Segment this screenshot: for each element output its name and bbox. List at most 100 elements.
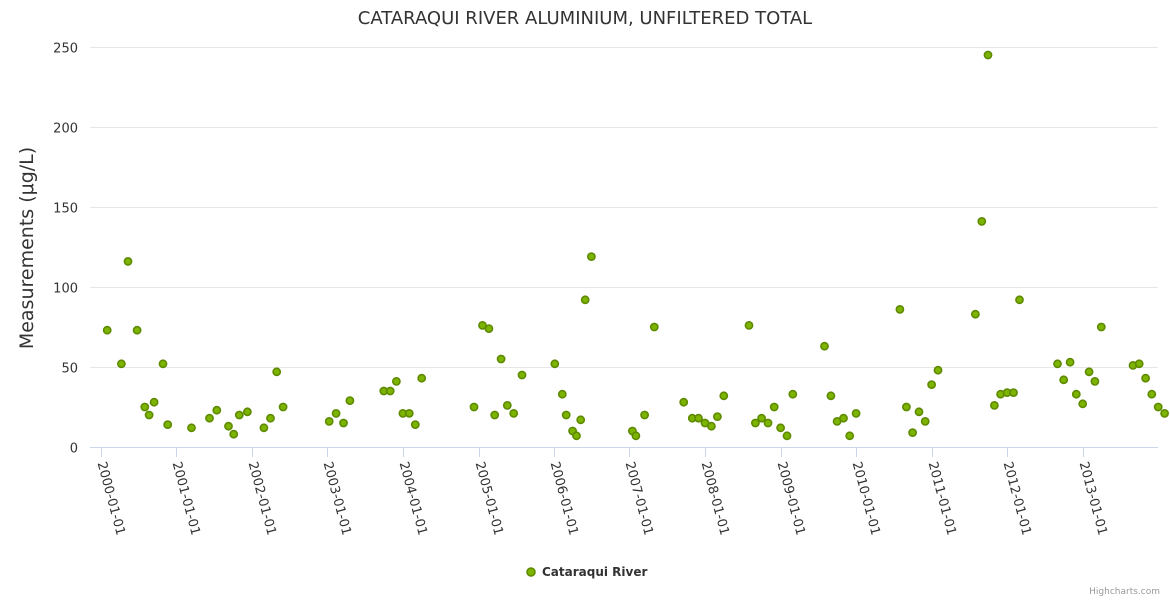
legend[interactable]: Cataraqui River [526,565,647,579]
data-point[interactable] [920,416,930,426]
data-point[interactable] [117,359,126,369]
legend-item-cataraqui-river[interactable]: Cataraqui River [542,565,647,579]
data-point[interactable] [149,397,159,407]
data-point[interactable] [557,389,567,399]
data-point[interactable] [102,325,112,335]
data-point[interactable] [751,418,760,428]
data-point[interactable] [649,322,659,332]
data-point[interactable] [490,410,500,420]
data-point[interactable] [140,402,150,412]
data-point[interactable] [782,431,792,441]
data-point[interactable] [914,407,924,417]
data-point[interactable] [763,418,773,428]
data-point[interactable] [895,304,905,314]
data-point[interactable] [259,423,269,433]
data-point[interactable] [1153,402,1163,412]
data-point[interactable] [1160,408,1169,418]
data-point[interactable] [502,400,512,410]
data-point[interactable] [990,400,999,410]
data-point[interactable] [788,389,798,399]
data-point[interactable] [391,376,401,386]
data-point[interactable] [776,423,785,433]
data-point[interactable] [496,354,506,364]
data-point[interactable] [385,386,395,396]
data-point[interactable] [224,421,233,431]
data-point[interactable] [484,324,494,333]
data-point[interactable] [132,325,142,335]
data-point[interactable] [719,391,729,401]
data-point[interactable] [576,415,586,425]
data-point[interactable] [144,410,154,420]
data-point[interactable] [324,416,334,426]
data-point[interactable] [417,373,427,383]
data-point[interactable] [1147,389,1157,399]
data-point[interactable] [1090,376,1100,386]
data-point[interactable] [234,410,244,420]
data-point[interactable] [266,413,275,423]
data-point[interactable] [744,320,754,330]
x-tick-label: 2001-01-01 [169,460,203,537]
data-point[interactable] [679,397,689,407]
x-tick-label: 2002-01-01 [245,460,279,537]
data-point[interactable] [769,402,779,412]
data-point[interactable] [331,408,341,418]
data-point[interactable] [826,391,836,401]
data-point[interactable] [580,295,590,305]
data-point[interactable] [631,431,641,441]
data-point[interactable] [1065,357,1075,367]
data-point[interactable] [1078,399,1088,409]
data-point[interactable] [587,252,596,261]
data-point[interactable] [1096,322,1106,332]
data-point[interactable] [278,402,288,412]
data-point[interactable] [229,429,239,439]
data-point[interactable] [971,309,980,319]
data-point[interactable] [839,413,848,423]
data-point[interactable] [1059,375,1069,385]
data-point[interactable] [158,359,168,369]
data-point[interactable] [977,216,987,226]
data-point[interactable] [410,420,420,429]
data-point[interactable] [339,418,348,428]
data-point[interactable] [123,256,133,266]
data-point[interactable] [1141,373,1150,383]
data-point[interactable] [1084,367,1094,377]
data-point[interactable] [509,408,519,418]
data-point[interactable] [242,407,252,417]
data-point[interactable] [561,410,571,420]
data-point[interactable] [187,423,196,433]
data-point[interactable] [1015,295,1024,305]
x-tick-label: 2006-01-01 [547,460,581,537]
data-point[interactable] [851,408,861,418]
data-point[interactable] [1053,359,1062,369]
data-point[interactable] [272,367,282,377]
data-point[interactable] [212,405,222,415]
data-point[interactable] [927,380,936,389]
data-point[interactable] [1134,359,1144,369]
data-point[interactable] [469,402,479,412]
data-point[interactable] [694,413,703,423]
data-point[interactable] [908,428,917,437]
data-point[interactable] [820,341,829,351]
x-tick-label: 2005-01-01 [472,460,506,537]
data-point[interactable] [713,412,722,421]
data-point[interactable] [404,408,414,418]
credits-link[interactable]: Highcharts.com [1089,587,1160,597]
data-point[interactable] [572,431,581,441]
y-tick-label: 50 [61,362,78,377]
data-point[interactable] [163,420,173,429]
data-point[interactable] [517,370,527,380]
data-point[interactable] [902,402,911,412]
data-point[interactable] [933,365,943,375]
data-point[interactable] [205,413,214,423]
data-point[interactable] [550,359,560,369]
data-points [102,50,1169,441]
data-point[interactable] [707,421,716,431]
data-point[interactable] [1071,389,1081,399]
data-point[interactable] [640,410,649,420]
data-point[interactable] [757,413,766,423]
y-tick-label: 200 [53,122,78,137]
data-point[interactable] [1009,388,1018,397]
data-point[interactable] [345,396,355,405]
data-point[interactable] [845,431,855,441]
data-point[interactable] [983,50,993,60]
